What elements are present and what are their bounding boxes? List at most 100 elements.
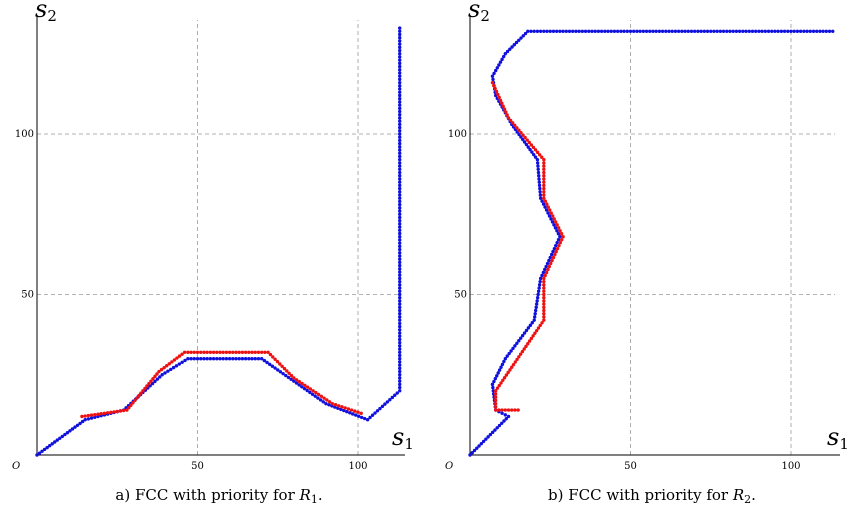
data-point	[175, 356, 179, 360]
data-point	[398, 113, 402, 117]
data-point	[150, 381, 155, 386]
data-point	[660, 29, 665, 33]
data-point	[398, 135, 402, 139]
data-point	[531, 145, 536, 150]
data-point	[503, 52, 508, 56]
data-point	[266, 350, 270, 354]
data-point	[398, 357, 402, 361]
data-point	[556, 238, 561, 242]
data-point	[318, 398, 323, 402]
data-point	[533, 331, 537, 335]
data-point	[782, 29, 787, 33]
data-point	[532, 315, 537, 319]
data-point	[202, 350, 206, 354]
data-point	[599, 29, 604, 33]
data-point	[158, 375, 162, 379]
data-point	[635, 29, 639, 33]
data-point	[398, 218, 402, 223]
data-point	[574, 29, 578, 33]
data-point	[192, 350, 196, 354]
data-point	[763, 29, 768, 33]
data-point	[398, 289, 402, 293]
data-point	[253, 350, 257, 354]
data-point	[243, 350, 248, 354]
data-point	[561, 235, 565, 239]
data-point	[527, 140, 531, 145]
data-point	[779, 29, 784, 33]
data-point	[398, 148, 402, 152]
chart-panel-b: 50 100 50 100 Os2 s1 b) FCC with priority for …	[445, 0, 849, 506]
data-point	[89, 416, 94, 420]
data-point	[530, 150, 534, 154]
data-point	[195, 357, 200, 361]
data-point	[638, 29, 642, 33]
data-point	[651, 29, 655, 33]
data-point	[479, 441, 484, 446]
data-point	[696, 29, 700, 33]
data-point	[174, 364, 179, 368]
data-point	[141, 389, 145, 393]
data-point	[667, 29, 671, 33]
data-point	[362, 416, 367, 421]
data-point	[147, 381, 151, 386]
data-point	[398, 145, 402, 149]
y-tick-label: 100	[448, 129, 467, 140]
data-point	[789, 29, 793, 33]
data-point	[554, 243, 558, 248]
data-point	[538, 186, 542, 191]
data-point	[533, 155, 538, 159]
data-point	[398, 228, 402, 232]
data-point	[398, 26, 402, 30]
data-point	[542, 308, 546, 313]
data-point	[398, 347, 402, 351]
data-point	[468, 453, 472, 457]
data-point	[541, 202, 546, 206]
data-point	[528, 323, 533, 328]
data-point	[398, 366, 402, 371]
data-point	[555, 229, 559, 233]
data-point	[102, 411, 107, 415]
data-point	[398, 48, 402, 53]
data-point	[398, 305, 402, 310]
data-point	[268, 362, 272, 367]
data-point	[398, 61, 402, 66]
data-point	[398, 312, 402, 316]
data-point	[398, 154, 402, 159]
data-point	[546, 205, 550, 209]
data-point	[509, 349, 513, 353]
data-point	[300, 385, 304, 389]
data-point	[549, 261, 553, 266]
data-point	[543, 199, 548, 203]
data-point	[619, 29, 623, 33]
data-point	[398, 302, 402, 306]
data-point	[348, 411, 352, 415]
data-point	[398, 141, 402, 146]
data-point	[243, 357, 248, 361]
data-point	[542, 312, 546, 316]
data-point	[493, 392, 498, 396]
data-point	[795, 29, 800, 33]
data-point	[202, 357, 206, 361]
data-point	[542, 164, 546, 168]
data-point	[297, 383, 301, 387]
data-point	[559, 232, 564, 236]
data-point	[734, 29, 739, 33]
data-point	[281, 371, 285, 376]
data-point	[506, 370, 510, 375]
data-point	[560, 238, 564, 242]
data-point	[527, 339, 532, 343]
data-point	[398, 68, 402, 72]
data-point	[50, 442, 54, 446]
data-point	[186, 350, 190, 354]
data-point	[297, 379, 301, 384]
data-point	[86, 413, 91, 418]
data-point	[587, 29, 591, 33]
data-point	[199, 350, 203, 354]
data-point	[542, 174, 546, 178]
data-point	[398, 84, 402, 88]
data-point	[505, 113, 509, 117]
data-point	[481, 439, 486, 444]
data-point	[125, 408, 129, 412]
data-point	[552, 246, 557, 251]
chart-panel-a: 50 100 50 100 Os2 s1 a) FCC with priority for …	[12, 0, 414, 506]
